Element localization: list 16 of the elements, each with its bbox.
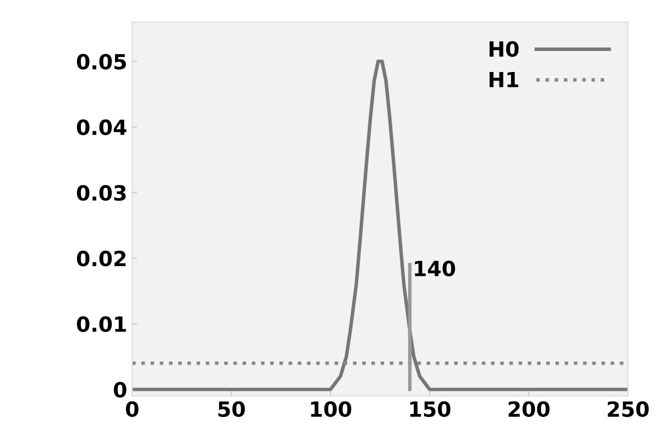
x-tick-label: 100 [311,401,352,417]
y-tick-label: 0.04 [76,119,126,136]
x-tick-label: 0 [126,401,138,417]
y-tick-label: 0.03 [76,185,126,201]
x-tick-label: 150 [410,401,450,417]
legend-label: H0 [490,41,519,57]
y-tick-label: 0.02 [76,250,126,266]
line-series [132,60,628,392]
y-tick-label: 0.01 [76,316,126,332]
x-tick-label: 200 [508,401,550,417]
annotation: 140 [414,260,456,276]
x-tick-label: 50 [218,401,245,417]
x-tick-label: 250 [608,401,649,417]
y-tick-label: 0.05 [76,54,126,70]
legend-label: H1 [490,72,518,88]
y-tick-label: 0 [114,382,126,398]
